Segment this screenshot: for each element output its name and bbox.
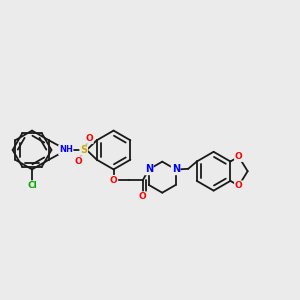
Text: O: O xyxy=(74,157,82,166)
Text: NH: NH xyxy=(59,146,73,154)
Text: Cl: Cl xyxy=(27,181,37,190)
Text: O: O xyxy=(85,134,93,143)
Text: N: N xyxy=(145,164,153,174)
Text: S: S xyxy=(80,145,87,155)
Text: O: O xyxy=(235,152,243,161)
Text: O: O xyxy=(139,192,147,201)
Text: O: O xyxy=(110,176,117,185)
Text: O: O xyxy=(235,181,243,190)
Text: N: N xyxy=(172,164,180,174)
